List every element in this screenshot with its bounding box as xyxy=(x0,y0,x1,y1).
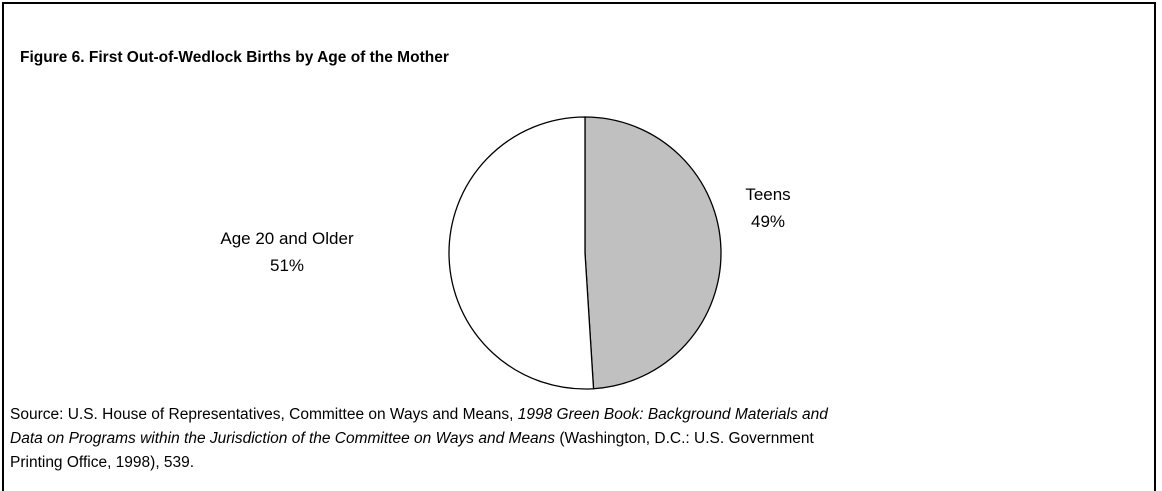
slice-value-label: 51% xyxy=(270,256,304,275)
slice-label: Teens xyxy=(745,185,790,204)
source-text: Source: U.S. House of Representatives, C… xyxy=(10,406,518,423)
slice-value-label: 49% xyxy=(751,212,785,231)
pie-slice xyxy=(584,116,722,390)
source-text: (Washington, D.C.: U.S. Government Print… xyxy=(10,430,814,471)
pie-slice xyxy=(448,116,595,390)
source-note: Source: U.S. House of Representatives, C… xyxy=(10,403,840,475)
source-title: 1998 Green Book: Background Materials an… xyxy=(10,406,828,447)
slice-label: Age 20 and Older xyxy=(220,229,354,248)
chart-title: Figure 6. First Out-of-Wedlock Births by… xyxy=(20,49,449,66)
